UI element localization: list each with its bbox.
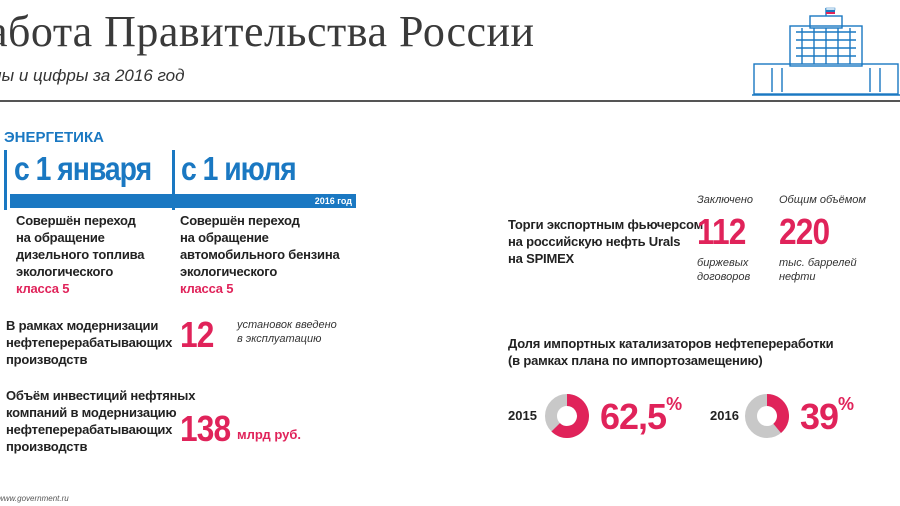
catalyst-value-2015: 62,5% xyxy=(600,394,682,437)
source-link[interactable]: www.government.ru xyxy=(0,494,69,503)
contracts-value: 112 xyxy=(697,211,746,252)
catalyst-donut-2016 xyxy=(745,394,789,438)
year-bar: 2016 год xyxy=(10,194,356,208)
futures-text: Торги экспортным фьючерсом на российскую… xyxy=(508,217,703,266)
installations-value: 12 xyxy=(180,314,214,355)
catalyst-value-2016: 39% xyxy=(800,394,854,437)
investments-unit: млрд руб. xyxy=(237,427,301,442)
section-title: ЭНЕРГЕТИКА xyxy=(4,129,104,146)
column-divider xyxy=(172,150,175,210)
catalyst-donut-2015 xyxy=(545,394,589,438)
page-subtitle: лы и цифры за 2016 год xyxy=(0,66,185,85)
contracts-caption: Заключено xyxy=(697,194,754,206)
diesel-transition-text: Совершён переход на обращение дизельного… xyxy=(16,213,145,296)
catalyst-year-2015: 2015 xyxy=(508,408,537,423)
date-july: с 1 июля xyxy=(181,150,297,187)
year-tag: 2016 год xyxy=(314,196,352,206)
column-divider xyxy=(4,150,7,210)
contracts-note: биржевых договоров xyxy=(697,257,751,283)
installations-note: установок введено в эксплуатацию xyxy=(237,319,337,345)
investments-value: 138 xyxy=(180,408,231,449)
government-building-icon xyxy=(752,7,900,96)
catalysts-text: Доля импортных катализаторов нефтеперера… xyxy=(508,336,834,368)
page-title: аботa Правительства России xyxy=(0,7,535,56)
catalyst-year-2016: 2016 xyxy=(710,408,739,423)
investments-text: Объём инвестиций нефтяных компаний в мод… xyxy=(6,388,196,454)
volume-caption: Общим объёмом xyxy=(779,194,866,206)
date-january: с 1 января xyxy=(14,150,152,187)
volume-value: 220 xyxy=(779,211,830,252)
gasoline-transition-text: Совершён переход на обращение автомобиль… xyxy=(180,213,340,296)
volume-note: тыс. баррелей нефти xyxy=(779,257,857,283)
donut-share-arc xyxy=(766,394,789,433)
donut-share-arc xyxy=(551,394,589,438)
header-divider xyxy=(0,100,900,102)
modernization-text: В рамках модернизации нефтеперерабатываю… xyxy=(6,318,173,367)
